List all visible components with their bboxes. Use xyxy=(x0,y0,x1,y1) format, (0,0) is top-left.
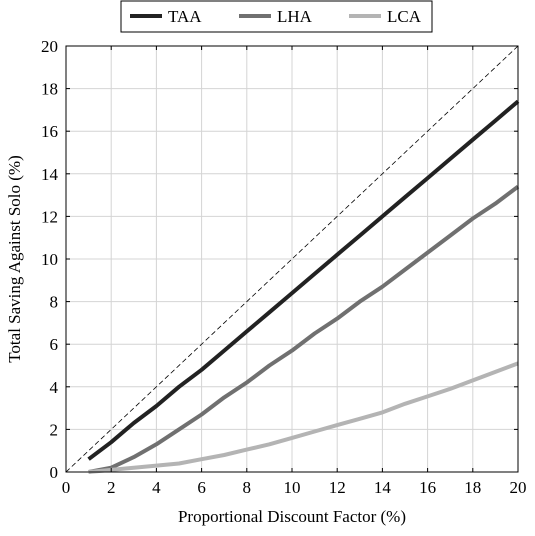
x-axis-label: Proportional Discount Factor (%) xyxy=(178,507,406,526)
x-tick-label: 16 xyxy=(419,478,436,497)
x-tick-label: 20 xyxy=(510,478,527,497)
x-tick-label: 18 xyxy=(464,478,481,497)
y-tick-label: 20 xyxy=(41,37,58,56)
series-line-lha xyxy=(88,185,520,474)
series-lines xyxy=(87,99,520,474)
y-tick-label: 16 xyxy=(41,122,58,141)
y-tick-label: 6 xyxy=(50,335,59,354)
y-tick-label: 14 xyxy=(41,165,59,184)
x-tick-label: 4 xyxy=(152,478,161,497)
y-tick-label: 0 xyxy=(50,463,59,482)
y-tick-label: 10 xyxy=(41,250,58,269)
grid xyxy=(66,46,518,472)
y-tick-label: 18 xyxy=(41,80,58,99)
x-tick-label: 0 xyxy=(62,478,71,497)
y-axis-label: Total Saving Against Solo (%) xyxy=(5,155,24,363)
x-tick-label: 10 xyxy=(284,478,301,497)
x-tick-label: 6 xyxy=(197,478,206,497)
x-tick-label: 14 xyxy=(374,478,392,497)
x-tick-label: 12 xyxy=(329,478,346,497)
y-tick-label: 12 xyxy=(41,207,58,226)
axis-ticks: 0 2 4 6 8 10 12 14 16 18 20 0 2 4 6 8 10 12 14 16 18 20 xyxy=(41,37,527,497)
y-tick-label: 8 xyxy=(50,293,59,312)
legend-label-taa: TAA xyxy=(168,7,202,26)
x-tick-label: 2 xyxy=(107,478,116,497)
legend-label-lca: LCA xyxy=(387,7,422,26)
series-line-taa xyxy=(87,99,520,461)
y-tick-label: 4 xyxy=(50,378,59,397)
y-tick-label: 2 xyxy=(50,420,59,439)
legend: TAA LHA LCA xyxy=(120,0,433,33)
series-line-lca xyxy=(88,361,519,474)
legend-label-lha: LHA xyxy=(277,7,313,26)
x-tick-label: 8 xyxy=(243,478,252,497)
